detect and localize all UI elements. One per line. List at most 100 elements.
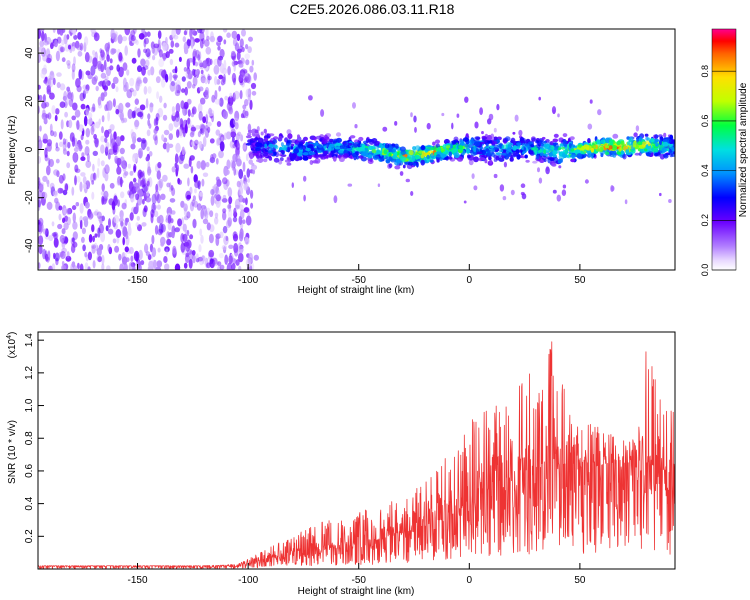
noise-cell <box>109 124 115 129</box>
signal-cell <box>473 146 477 153</box>
noise-cell <box>100 231 106 243</box>
signal-cell <box>468 159 474 166</box>
signal-cell <box>263 158 268 163</box>
noise-cell <box>151 193 157 205</box>
noise-cell <box>58 251 64 258</box>
noise-cell <box>87 211 94 220</box>
noise-cell <box>195 253 199 262</box>
signal-cell <box>558 165 562 169</box>
noise-cell <box>72 241 78 248</box>
signal-spur <box>291 182 294 189</box>
noise-cell <box>116 179 122 187</box>
noise-cell <box>111 82 116 89</box>
top-y-tick-label: 20 <box>24 95 35 107</box>
noise-cell <box>91 224 95 233</box>
signal-cell <box>672 141 675 147</box>
signal-cell <box>264 148 270 153</box>
signal-cell <box>657 151 661 157</box>
noise-cell <box>199 38 204 49</box>
noise-cell <box>54 114 58 122</box>
noise-cell <box>79 202 84 214</box>
noise-cell <box>160 193 166 200</box>
noise-cell <box>192 56 196 66</box>
noise-cell <box>239 90 243 100</box>
noise-cell <box>125 230 129 240</box>
noise-cell <box>92 150 99 156</box>
noise-cell <box>246 74 252 84</box>
noise-cell <box>238 185 244 196</box>
noise-cell <box>253 254 259 261</box>
noise-cell <box>121 256 128 265</box>
noise-cell <box>235 42 240 50</box>
signal-cell <box>552 138 559 143</box>
noise-cell <box>70 263 75 270</box>
noise-cell <box>244 76 249 81</box>
noise-cell <box>92 163 95 172</box>
signal-cell <box>260 131 264 136</box>
signal-cell <box>400 149 406 156</box>
noise-cell <box>83 88 89 94</box>
signal-cell <box>654 152 659 157</box>
signal-spur <box>499 184 505 192</box>
noise-cell <box>219 141 225 152</box>
noise-cell <box>248 252 253 263</box>
noise-cell <box>140 260 145 266</box>
noise-cell <box>197 131 201 138</box>
signal-spur <box>635 125 640 132</box>
noise-cell <box>197 103 203 114</box>
noise-cell <box>202 116 207 124</box>
signal-cell <box>479 157 486 161</box>
noise-cell <box>164 263 170 270</box>
noise-cell <box>78 124 84 132</box>
signal-cell <box>609 140 614 147</box>
noise-cell <box>159 95 163 104</box>
signal-cell <box>512 151 519 157</box>
noise-cell <box>50 130 55 137</box>
noise-cell <box>232 216 238 223</box>
bottom-y-axis: 0.2 0.4 0.6 0.8 1.0 1.2 1.4 <box>24 333 44 543</box>
noise-cell <box>92 235 95 243</box>
noise-cell <box>118 253 122 261</box>
noise-cell <box>124 199 128 207</box>
signal-cell <box>348 150 353 156</box>
noise-cell <box>147 69 152 76</box>
noise-cell <box>76 120 80 130</box>
signal-cell <box>663 132 667 138</box>
signal-cell <box>413 162 417 167</box>
noise-cell <box>163 256 168 263</box>
signal-cell <box>383 149 388 155</box>
signal-cell <box>445 145 451 149</box>
signal-cell <box>553 146 559 151</box>
signal-cell <box>365 137 370 144</box>
noise-cell <box>131 131 137 141</box>
signal-cell <box>459 141 465 147</box>
noise-cell <box>76 44 83 51</box>
signal-cell <box>278 135 283 141</box>
noise-cell <box>53 169 59 176</box>
signal-cell <box>435 139 440 144</box>
noise-cell <box>156 193 161 204</box>
noise-cell <box>84 52 90 63</box>
noise-cell <box>192 48 197 58</box>
noise-cell <box>196 203 202 211</box>
noise-cell <box>145 48 151 58</box>
signal-cell <box>484 159 488 164</box>
noise-cell <box>94 242 98 250</box>
noise-cell <box>189 131 195 138</box>
signal-cell <box>354 151 359 155</box>
noise-cell <box>239 178 243 188</box>
noise-cell <box>198 244 202 253</box>
top-x-tick-label: 50 <box>574 275 586 286</box>
noise-cell <box>143 205 148 213</box>
noise-cell <box>238 245 244 254</box>
signal-cell <box>290 145 294 150</box>
noise-cell <box>183 241 190 247</box>
noise-cell <box>46 53 53 63</box>
noise-cell <box>232 143 237 149</box>
signal-cell <box>592 141 598 146</box>
noise-cell <box>224 95 229 101</box>
noise-cell <box>253 72 257 81</box>
noise-cell <box>198 59 203 67</box>
noise-cell <box>238 231 244 242</box>
signal-spur <box>479 107 483 115</box>
